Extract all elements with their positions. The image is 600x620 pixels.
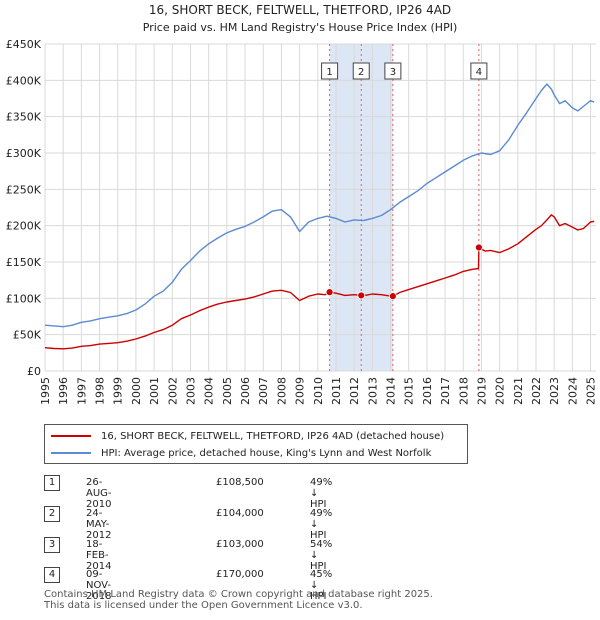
x-tick-label: 1997: [75, 377, 88, 405]
y-tick-label: £150K: [6, 256, 42, 269]
transaction-point: [474, 243, 483, 252]
y-tick-label: £0: [27, 365, 41, 378]
x-tick-label: 2013: [366, 377, 379, 405]
legend-item-hpi: HPI: Average price, detached house, King…: [51, 446, 431, 460]
footer: Contains HM Land Registry data © Crown c…: [44, 589, 433, 611]
transaction-price: £108,500: [216, 477, 264, 488]
y-tick-label: £300K: [6, 147, 42, 160]
transaction-hpi-diff: 45% ↓ HPI: [310, 569, 333, 602]
y-tick-label: £400K: [6, 74, 42, 87]
transaction-label-box: [321, 62, 339, 80]
x-tick-label: 2022: [530, 377, 543, 405]
y-tick-label: £50K: [13, 329, 42, 342]
transaction-number-badge: 3: [44, 537, 60, 553]
transaction-number-badge: 1: [44, 475, 60, 491]
x-tick-label: 2023: [548, 377, 561, 405]
price-chart: 16, SHORT BECK, FELTWELL, THETFORD, IP26…: [6, 3, 598, 405]
x-tick-label: 2000: [130, 377, 143, 405]
transaction-label: 1: [326, 67, 332, 78]
transaction-hpi-diff: 49% ↓ HPI: [310, 508, 333, 541]
y-tick-label: £350K: [6, 111, 42, 124]
x-tick-label: 2010: [312, 377, 325, 405]
x-tick-label: 2007: [257, 377, 270, 405]
x-tick-label: 2012: [348, 377, 361, 405]
x-tick-label: 2002: [166, 377, 179, 405]
legend-swatch-property: [51, 435, 91, 437]
x-tick-label: 2021: [512, 377, 525, 405]
transaction-number-badge: 4: [44, 567, 60, 583]
legend-label-hpi: HPI: Average price, detached house, King…: [101, 447, 432, 459]
transaction-label: 4: [476, 67, 482, 78]
x-tick-label: 2025: [585, 377, 598, 405]
y-tick-label: £450K: [6, 38, 42, 51]
x-tick-label: 2014: [385, 377, 398, 405]
x-tick-label: 2008: [275, 377, 288, 405]
transaction-price: £103,000: [216, 539, 264, 550]
transaction-price: £170,000: [216, 569, 264, 580]
transaction-point: [325, 288, 334, 297]
x-tick-label: 2024: [566, 377, 579, 405]
y-tick-label: £100K: [6, 292, 42, 305]
legend-swatch-hpi: [51, 452, 91, 454]
x-tick-label: 2020: [494, 377, 507, 405]
series-line-hpi: [44, 83, 595, 328]
x-tick-label: 1995: [39, 377, 52, 405]
transaction-date: 18-FEB-2014: [86, 539, 112, 572]
transaction-label: 3: [390, 67, 396, 78]
x-tick-label: 2018: [457, 377, 470, 405]
transaction-label-box: [352, 62, 370, 80]
transaction-date: 24-MAY-2012: [86, 508, 112, 541]
transaction-date: 09-NOV-2018: [86, 569, 112, 602]
x-tick-label: 2016: [421, 377, 434, 405]
transaction-label-box: [384, 62, 402, 80]
transaction-point: [357, 291, 366, 300]
footer-copyright: Contains HM Land Registry data © Crown c…: [44, 589, 433, 600]
x-tick-label: 2006: [239, 377, 252, 405]
plot-area: [45, 44, 596, 371]
legend-label-property: 16, SHORT BECK, FELTWELL, THETFORD, IP26…: [101, 430, 445, 442]
x-tick-label: 2015: [403, 377, 416, 405]
x-tick-label: 2019: [475, 377, 488, 405]
chart-subtitle: Price paid vs. HM Land Registry's House …: [143, 21, 458, 34]
x-tick-label: 2017: [439, 377, 452, 405]
x-tick-label: 1998: [94, 377, 107, 405]
x-tick-label: 2004: [203, 377, 216, 405]
y-tick-label: £200K: [6, 220, 42, 233]
x-tick-label: 1996: [57, 377, 70, 405]
x-tick-label: 1999: [112, 377, 125, 405]
shaded-period: [329, 44, 393, 371]
x-tick-label: 2003: [184, 377, 197, 405]
series-line-property: [44, 214, 595, 350]
transaction-hpi-diff: 49% ↓ HPI: [310, 477, 333, 510]
transaction-label: 2: [358, 67, 364, 78]
transaction-date: 26-AUG-2010: [86, 477, 112, 510]
x-tick-label: 2005: [221, 377, 234, 405]
x-tick-label: 2011: [330, 377, 343, 405]
x-tick-label: 2009: [294, 377, 307, 405]
transaction-number-badge: 2: [44, 506, 60, 522]
footer-licence: This data is licensed under the Open Gov…: [44, 600, 363, 611]
legend-item-property: 16, SHORT BECK, FELTWELL, THETFORD, IP26…: [51, 429, 444, 443]
transaction-point: [388, 292, 397, 301]
x-tick-label: 2001: [148, 377, 161, 405]
transaction-price: £104,000: [216, 508, 264, 519]
transaction-label-box: [470, 62, 488, 80]
y-tick-label: £250K: [6, 183, 42, 196]
transaction-hpi-diff: 54% ↓ HPI: [310, 539, 333, 572]
chart-title: 16, SHORT BECK, FELTWELL, THETFORD, IP26…: [149, 3, 451, 17]
legend: 16, SHORT BECK, FELTWELL, THETFORD, IP26…: [44, 424, 468, 464]
